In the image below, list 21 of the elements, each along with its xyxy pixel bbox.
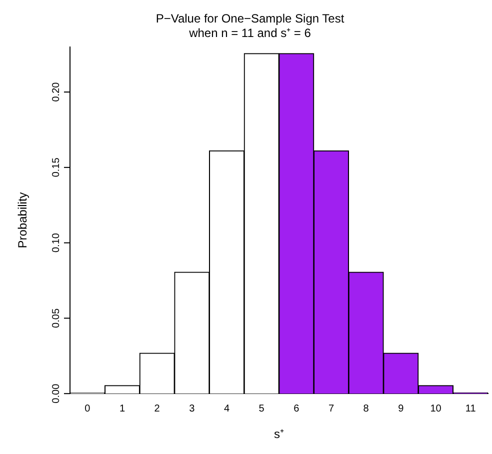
chart-title: P−Value for One−Sample Sign Test <box>156 12 345 26</box>
x-tick-label: 5 <box>258 403 265 414</box>
x-tick-label: 6 <box>294 403 300 414</box>
x-tick-label: 2 <box>154 403 160 414</box>
y-tick-label: 0.10 <box>50 232 62 253</box>
chart-subtitle: when n = 11 and s⁺ = 6 <box>188 26 312 40</box>
y-tick-label: 0.00 <box>50 383 62 404</box>
x-tick-label: 8 <box>363 403 370 414</box>
x-tick-label: 3 <box>189 403 196 414</box>
x-tick-label: 10 <box>430 403 442 414</box>
x-tick-label: 1 <box>119 403 126 414</box>
x-tick-label: 11 <box>465 403 476 414</box>
y-tick-label: 0.05 <box>50 308 62 328</box>
x-tick-label: 9 <box>398 403 404 414</box>
x-tick-label: 0 <box>84 403 91 414</box>
x-axis-title: s⁺ <box>274 427 284 442</box>
x-tick-label: 7 <box>328 403 334 414</box>
y-axis-title: Probability <box>16 192 30 248</box>
y-tick-label: 0.20 <box>50 82 62 102</box>
x-tick-label: 4 <box>224 403 230 414</box>
y-tick-label: 0.15 <box>50 157 62 178</box>
